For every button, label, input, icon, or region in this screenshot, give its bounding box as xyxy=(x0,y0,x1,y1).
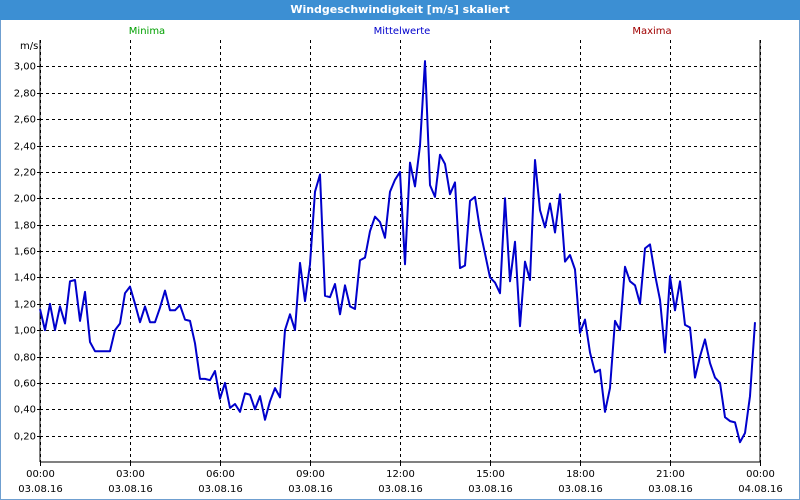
x-tick-label: 21:00 xyxy=(656,469,685,480)
y-tick-label: 0,20 xyxy=(14,432,36,443)
title-bar xyxy=(0,0,800,20)
y-tick-label: 1,40 xyxy=(14,273,36,284)
x-tick-label: 03:00 xyxy=(116,469,145,480)
y-tick-label: 2,60 xyxy=(14,115,36,126)
data-line xyxy=(39,60,756,444)
x-tick-label: 15:00 xyxy=(476,469,505,480)
y-tick-label: 1,20 xyxy=(14,300,36,311)
y-tick-label: 2,20 xyxy=(14,168,36,179)
y-tick-label: 0,80 xyxy=(14,353,36,364)
x-tick-date: 03.08.16 xyxy=(468,484,513,495)
x-tick-label: 06:00 xyxy=(206,469,235,480)
y-tick-label: 2,80 xyxy=(14,89,36,100)
legend-label: Minima xyxy=(129,26,165,37)
y-tick-label: 1,00 xyxy=(14,326,36,337)
chart-title: Windgeschwindigkeit [m/s] skaliert xyxy=(290,3,509,16)
y-tick-label: 3,00 xyxy=(14,62,36,73)
legend-label: Maxima xyxy=(632,26,671,37)
legend-label: Mittelwerte xyxy=(374,26,431,37)
x-tick-date: 03.08.16 xyxy=(198,484,243,495)
x-tick-label: 09:00 xyxy=(296,469,325,480)
x-tick-label: 18:00 xyxy=(566,469,595,480)
x-tick-date: 03.08.16 xyxy=(288,484,333,495)
x-tick-date: 03.08.16 xyxy=(108,484,153,495)
y-tick-label: 0,60 xyxy=(14,379,36,390)
x-tick-date: 03.08.16 xyxy=(378,484,423,495)
y-tick-label: 2,00 xyxy=(14,194,36,205)
x-tick-label: 12:00 xyxy=(386,469,415,480)
x-tick-date: 03.08.16 xyxy=(558,484,603,495)
y-tick-label: 1,80 xyxy=(14,221,36,232)
y-tick-label: 1,60 xyxy=(14,247,36,258)
y-tick-label: 2,40 xyxy=(14,142,36,153)
x-tick-date: 03.08.16 xyxy=(18,484,63,495)
x-tick-date: 03.08.16 xyxy=(648,484,693,495)
x-tick-label: 00:00 xyxy=(746,469,775,480)
x-tick-label: 00:00 xyxy=(26,469,55,480)
y-unit: m/s xyxy=(20,41,38,52)
y-tick-label: 0,40 xyxy=(14,405,36,416)
x-tick-date: 04.08.16 xyxy=(738,484,783,495)
